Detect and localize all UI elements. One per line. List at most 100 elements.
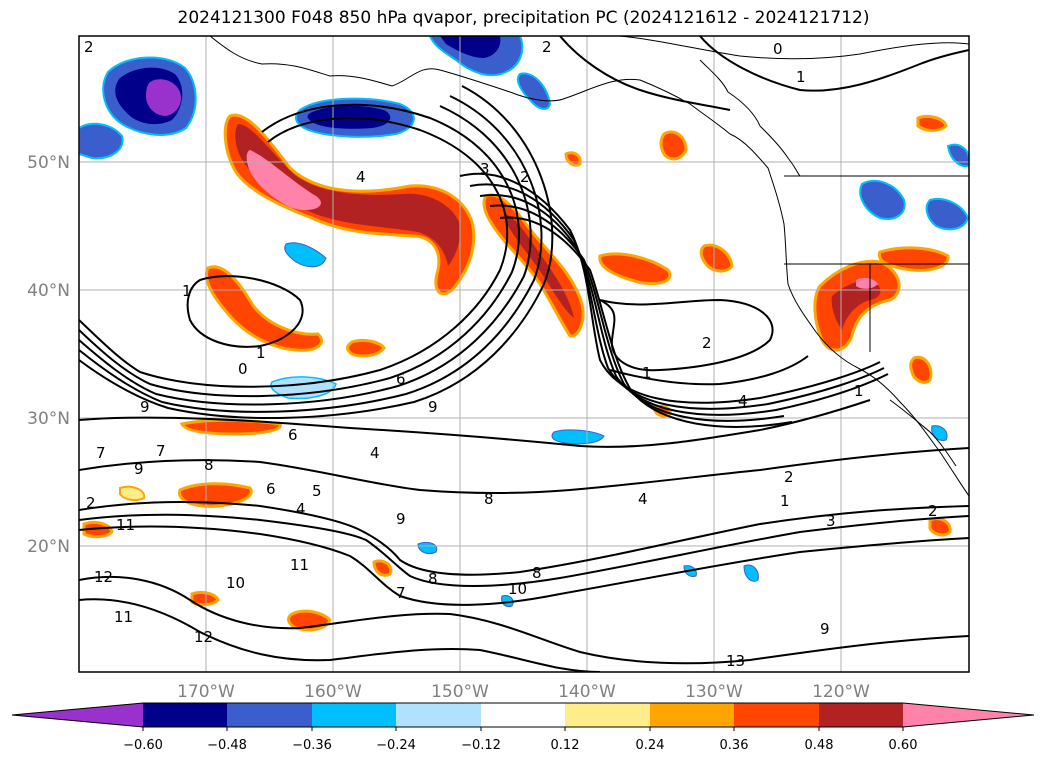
contour-label: 8 bbox=[484, 490, 494, 508]
contour-label: 8 bbox=[204, 456, 214, 474]
map-background bbox=[79, 36, 969, 672]
neg-spot-6 bbox=[931, 425, 948, 441]
pos-blob-coast-core bbox=[831, 280, 881, 330]
pos-blob-e1 bbox=[598, 252, 672, 285]
pos-blob-ne3 bbox=[916, 114, 948, 132]
neg-spot-1 bbox=[284, 242, 327, 268]
contour-label: 1 bbox=[256, 344, 266, 362]
lat-label: 50°N bbox=[27, 153, 70, 173]
contour-label: 1 bbox=[642, 364, 652, 382]
colorbar-bin bbox=[312, 703, 396, 727]
contour-label: 1 bbox=[854, 382, 864, 400]
contour-label: 0 bbox=[238, 360, 248, 378]
neg-area-w bbox=[79, 122, 124, 160]
colorbar bbox=[11, 702, 1035, 731]
pos-blob-s1 bbox=[372, 559, 393, 577]
colorbar-tick-label: 0.60 bbox=[889, 738, 918, 753]
colorbar-tick-label: 0.36 bbox=[720, 738, 749, 753]
contour-label: 9 bbox=[396, 510, 406, 528]
contour-label: 1 bbox=[796, 68, 806, 86]
colorbar-tick-label: 0.12 bbox=[551, 738, 580, 753]
colorbar-extend-max bbox=[903, 703, 1034, 727]
contour-label: 2 bbox=[84, 38, 94, 56]
contour-label: 7 bbox=[96, 444, 106, 462]
contour-label: 4 bbox=[638, 490, 648, 508]
pos-band-east-core bbox=[506, 214, 574, 318]
map-content: 2 2 0 1 4 3 2 1 1 0 1 9 9 6 4 7 7 9 8 5 … bbox=[79, 36, 969, 672]
lon-label: 120°W bbox=[812, 682, 870, 702]
colorbar-ticks: −0.60 −0.48 −0.36 −0.24 −0.12 0.12 0.24 … bbox=[123, 738, 917, 753]
coastlines bbox=[209, 36, 969, 497]
map-frame bbox=[78, 35, 970, 673]
precip-fields bbox=[79, 36, 969, 632]
lon-label: 130°W bbox=[685, 682, 743, 702]
contour-label: 8 bbox=[428, 570, 438, 588]
contour-label: 2 bbox=[928, 502, 938, 520]
lat-label: 40°N bbox=[27, 281, 70, 301]
pos-blob-c bbox=[346, 338, 386, 358]
contour-label: 1 bbox=[182, 282, 192, 300]
contour-label: 10 bbox=[226, 574, 245, 592]
contour-label: 9 bbox=[428, 398, 438, 416]
contour-label: 3 bbox=[480, 160, 490, 178]
contour-label: 7 bbox=[396, 584, 406, 602]
contour-label: 4 bbox=[356, 168, 366, 186]
lat-label: 30°N bbox=[27, 409, 70, 429]
contour-label: 0 bbox=[773, 40, 783, 58]
contour-label: 12 bbox=[94, 568, 113, 586]
colorbar-bin bbox=[819, 703, 903, 727]
pos-blob-ne2 bbox=[909, 355, 933, 384]
colorbar-bin bbox=[565, 703, 650, 727]
pos-band-main-core bbox=[235, 124, 461, 266]
contour-label: 11 bbox=[290, 556, 309, 574]
colorbar-extend-min bbox=[12, 703, 143, 727]
contour-label: 2 bbox=[542, 38, 552, 56]
contour-label: 1 bbox=[780, 492, 790, 510]
contour-label: 13 bbox=[726, 652, 745, 670]
contour-label: 2 bbox=[520, 168, 530, 186]
neg-area-ne bbox=[946, 143, 969, 168]
longitude-labels: 170°W 160°W 150°W 140°W 130°W 120°W bbox=[177, 682, 870, 702]
contour-label: 3 bbox=[826, 512, 836, 530]
contour-label: 5 bbox=[312, 482, 322, 500]
colorbar-bin bbox=[734, 703, 819, 727]
pos-blob-trop6 bbox=[119, 485, 146, 502]
contour-label: 2 bbox=[86, 494, 96, 512]
neg-area-east bbox=[859, 179, 906, 220]
contour-label: 6 bbox=[396, 370, 406, 388]
colorbar-tick-label: −0.36 bbox=[292, 738, 332, 753]
contour-label: 9 bbox=[820, 620, 830, 638]
pos-band-sw bbox=[205, 265, 324, 352]
contour-label: 8 bbox=[532, 564, 542, 582]
contour-label: 6 bbox=[266, 480, 276, 498]
colorbar-bin bbox=[396, 703, 481, 727]
pos-band-trop2 bbox=[178, 482, 253, 508]
colorbar-tick-label: −0.12 bbox=[461, 738, 501, 753]
pos-blob-trop5 bbox=[82, 520, 114, 539]
contour-label: 11 bbox=[114, 608, 133, 626]
colorbar-tick-label: −0.60 bbox=[123, 738, 163, 753]
contour-label: 4 bbox=[296, 500, 306, 518]
colorbar-tick-label: −0.48 bbox=[207, 738, 247, 753]
contour-label: 4 bbox=[738, 392, 748, 410]
qvapor-contours bbox=[79, 36, 969, 672]
lat-label: 20°N bbox=[27, 537, 70, 557]
neg-spot-2 bbox=[743, 564, 759, 582]
lon-label: 170°W bbox=[177, 682, 235, 702]
lon-label: 160°W bbox=[304, 682, 362, 702]
pos-blob-se bbox=[928, 517, 952, 537]
contour-label: 2 bbox=[702, 334, 712, 352]
contour-label: 11 bbox=[116, 516, 135, 534]
colorbar-bin bbox=[650, 703, 734, 727]
pos-band-main-max bbox=[246, 150, 321, 211]
contour-label: 9 bbox=[140, 398, 150, 416]
neg-max-nw bbox=[146, 79, 182, 116]
contour-labels: 2 2 0 1 4 3 2 1 1 0 1 9 9 6 4 7 7 9 8 5 … bbox=[84, 38, 938, 670]
colorbar-tick-label: −0.24 bbox=[376, 738, 416, 753]
neg-area-east2 bbox=[925, 198, 969, 231]
map-title: 2024121300 F048 850 hPa qvapor, precipit… bbox=[177, 8, 870, 28]
colorbar-tick-label: 0.48 bbox=[805, 738, 834, 753]
contour-label: 6 bbox=[288, 426, 298, 444]
contour-label: 4 bbox=[370, 444, 380, 462]
